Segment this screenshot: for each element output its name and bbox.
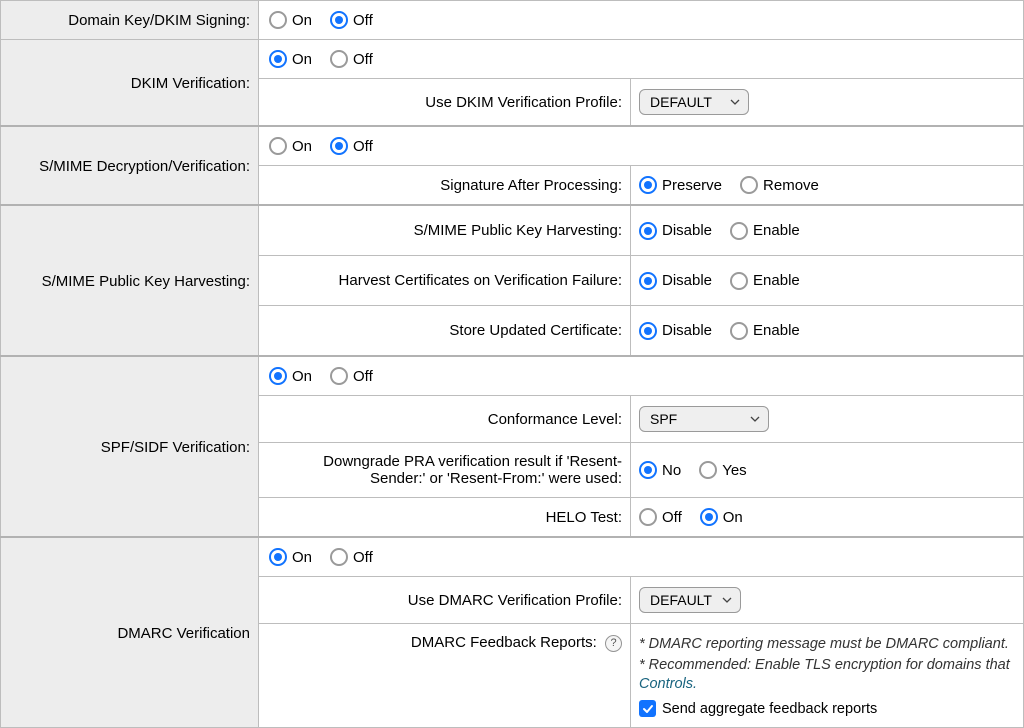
dkim-signing-off[interactable]: Off [330,11,373,29]
send-aggregate-label: Send aggregate feedback reports [662,701,877,717]
harvest-on-fail-label: Harvest Certificates on Verification Fai… [259,256,631,306]
dmarc-verification-label: DMARC Verification [1,537,259,728]
chevron-down-icon [722,595,732,605]
smime-decrypt-off[interactable]: Off [330,137,373,155]
spf-verification-on[interactable]: On [269,367,312,385]
dmarc-profile-select[interactable]: DEFAULT [639,587,741,613]
dmarc-note-2: * Recommended: Enable TLS encryption for… [639,655,1013,692]
helo-test-label: HELO Test: [259,498,631,538]
smime-decrypt-label: S/MIME Decryption/Verification: [1,126,259,205]
smime-pk-harvest-disable[interactable]: Disable [639,222,712,240]
conformance-level-select[interactable]: SPF [639,406,769,432]
chevron-down-icon [730,97,740,107]
dkim-signing-label: Domain Key/DKIM Signing: [1,1,259,40]
send-aggregate-checkbox[interactable] [639,700,656,717]
smime-pk-harvest-enable[interactable]: Enable [730,222,800,240]
dkim-signing-radio-group: On Off [269,11,1013,29]
helo-test-on[interactable]: On [700,508,743,526]
smime-pk-harvest-radio-group: Disable Enable [639,222,1013,240]
use-dmarc-profile-label: Use DMARC Verification Profile: [259,577,631,624]
dmarc-note-1: * DMARC reporting message must be DMARC … [639,634,1013,655]
helo-test-radio-group: Off On [639,508,1013,526]
sig-remove[interactable]: Remove [740,176,819,194]
smime-decrypt-radio-group: On Off [269,137,1013,155]
spf-verification-off[interactable]: Off [330,367,373,385]
downgrade-pra-no[interactable]: No [639,461,681,479]
dmarc-feedback-label: DMARC Feedback Reports: ? [259,624,631,728]
spf-verification-label: SPF/SIDF Verification: [1,356,259,537]
dmarc-profile-value: DEFAULT [650,592,712,608]
store-updated-cert-enable[interactable]: Enable [730,322,800,340]
smime-pk-harvest-label: S/MIME Public Key Harvesting: [259,205,631,256]
dkim-verification-off[interactable]: Off [330,50,373,68]
downgrade-pra-label: Downgrade PRA verification result if 'Re… [259,443,631,498]
dkim-verification-on[interactable]: On [269,50,312,68]
dmarc-verification-on[interactable]: On [269,548,312,566]
store-updated-cert-label: Store Updated Certificate: [259,306,631,357]
controls-link[interactable]: Controls. [639,676,697,692]
store-updated-cert-disable[interactable]: Disable [639,322,712,340]
harvest-on-fail-radio-group: Disable Enable [639,272,1013,290]
store-updated-cert-radio-group: Disable Enable [639,322,1013,340]
smime-pk-harvest-section-label: S/MIME Public Key Harvesting: [1,205,259,356]
harvest-on-fail-disable[interactable]: Disable [639,272,712,290]
dkim-profile-select[interactable]: DEFAULT [639,89,749,115]
dmarc-verification-radio-group: On Off [269,548,1013,566]
sig-after-processing-radio-group: Preserve Remove [639,176,1013,194]
dkim-profile-value: DEFAULT [650,94,712,110]
dkim-signing-on[interactable]: On [269,11,312,29]
dmarc-verification-off[interactable]: Off [330,548,373,566]
downgrade-pra-radio-group: No Yes [639,461,1013,479]
smime-decrypt-on[interactable]: On [269,137,312,155]
email-auth-settings-table: Domain Key/DKIM Signing: On Off DKIM Ver… [0,0,1024,728]
sig-preserve[interactable]: Preserve [639,176,722,194]
dkim-verification-radio-group: On Off [269,50,1013,68]
harvest-on-fail-enable[interactable]: Enable [730,272,800,290]
use-dkim-profile-label: Use DKIM Verification Profile: [259,79,631,127]
conformance-level-label: Conformance Level: [259,396,631,443]
help-icon[interactable]: ? [605,635,622,652]
spf-verification-radio-group: On Off [269,367,1013,385]
dkim-verification-label: DKIM Verification: [1,40,259,127]
sig-after-processing-label: Signature After Processing: [259,166,631,206]
conformance-level-value: SPF [650,411,677,427]
helo-test-off[interactable]: Off [639,508,682,526]
chevron-down-icon [750,414,760,424]
downgrade-pra-yes[interactable]: Yes [699,461,746,479]
